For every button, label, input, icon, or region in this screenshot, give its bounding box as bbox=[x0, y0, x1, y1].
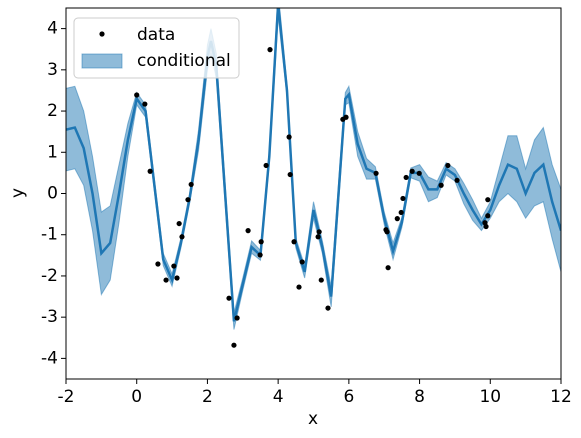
data-point bbox=[400, 195, 406, 202]
data-point bbox=[258, 239, 264, 245]
x-tick-label: 4 bbox=[273, 387, 284, 407]
data-point bbox=[287, 171, 293, 178]
data-point bbox=[343, 114, 349, 120]
legend-marker bbox=[99, 31, 105, 37]
data-point bbox=[485, 213, 491, 219]
data-point bbox=[296, 284, 302, 290]
legend-label: conditional bbox=[137, 51, 231, 71]
x-tick-label: 10 bbox=[479, 387, 501, 407]
data-point bbox=[325, 305, 331, 311]
legend-patch bbox=[81, 53, 123, 69]
data-point bbox=[188, 181, 194, 188]
data-point bbox=[231, 342, 237, 348]
x-tick-label: 12 bbox=[550, 387, 572, 407]
data-point bbox=[147, 168, 153, 174]
x-tick-label: 6 bbox=[343, 387, 354, 407]
y-tick-label: -1 bbox=[41, 225, 58, 245]
data-point bbox=[142, 101, 148, 107]
plot-area bbox=[66, 8, 561, 348]
data-point bbox=[483, 223, 489, 230]
legend-label: data bbox=[137, 25, 175, 45]
x-tick-label: 2 bbox=[202, 387, 213, 407]
data-point bbox=[174, 275, 180, 281]
data-point bbox=[155, 261, 161, 267]
data-point bbox=[234, 315, 240, 321]
x-tick-label: 0 bbox=[131, 387, 142, 407]
data-point bbox=[263, 162, 269, 169]
data-point bbox=[438, 182, 444, 188]
data-point bbox=[171, 263, 177, 269]
data-point bbox=[286, 134, 292, 140]
data-point bbox=[445, 162, 451, 169]
y-tick-label: 3 bbox=[47, 60, 58, 80]
data-point bbox=[385, 265, 391, 271]
y-tick-label: -2 bbox=[41, 266, 58, 286]
data-point bbox=[267, 47, 273, 53]
data-point bbox=[403, 174, 409, 181]
y-axis-label: y bbox=[8, 188, 28, 198]
data-point bbox=[245, 228, 251, 234]
data-point bbox=[485, 197, 491, 203]
data-point bbox=[257, 252, 263, 258]
data-point bbox=[454, 177, 460, 183]
data-point bbox=[315, 234, 321, 240]
data-point bbox=[291, 239, 297, 245]
data-point bbox=[384, 229, 390, 235]
y-tick-label: -3 bbox=[41, 307, 58, 327]
y-tick-label: 1 bbox=[47, 142, 58, 162]
data-point bbox=[318, 277, 324, 283]
y-tick-label: 4 bbox=[47, 19, 58, 39]
data-point bbox=[179, 234, 185, 240]
data-point bbox=[409, 168, 415, 174]
data-point bbox=[316, 229, 322, 235]
x-axis-label: x bbox=[308, 409, 318, 429]
y-tick-label: 0 bbox=[47, 184, 58, 204]
data-point bbox=[226, 295, 232, 301]
data-point bbox=[299, 259, 305, 265]
data-point bbox=[373, 170, 379, 176]
data-point bbox=[394, 216, 400, 222]
data-point bbox=[176, 220, 182, 227]
x-tick-label: 8 bbox=[414, 387, 425, 407]
mean-line bbox=[66, 8, 561, 322]
x-tick-label: -2 bbox=[58, 387, 75, 407]
data-point bbox=[416, 170, 422, 176]
data-point bbox=[163, 277, 169, 283]
data-point bbox=[185, 197, 191, 203]
y-tick-label: -4 bbox=[41, 348, 58, 368]
data-point bbox=[398, 209, 404, 216]
data-point bbox=[134, 92, 140, 98]
y-tick-label: 2 bbox=[47, 101, 58, 121]
